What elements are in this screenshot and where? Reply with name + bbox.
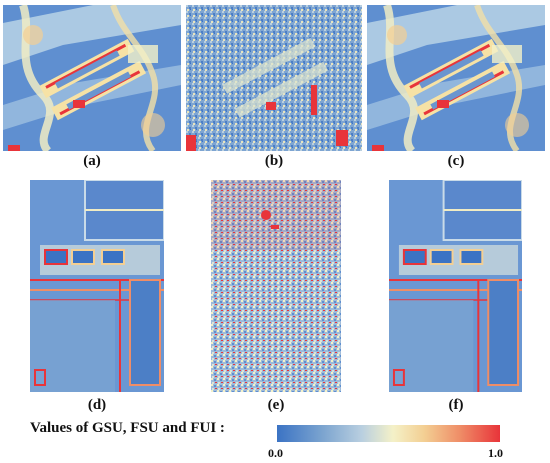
caption-a: (a) [83,153,101,169]
caption-f: (f) [448,397,464,413]
caption-e: (e) [267,397,285,413]
caption-c: (c) [447,153,465,169]
panel-b [186,5,362,151]
caption-b: (b) [264,153,284,169]
panel-d [30,180,164,392]
panel-e [211,180,341,392]
color-scale-bar [277,425,500,442]
scale-max-label: 1.0 [488,446,503,460]
panel-c [367,5,545,151]
legend-label: Values of GSU, FSU and FUI : [30,420,225,436]
caption-d: (d) [87,397,107,413]
scale-min-label: 0.0 [268,446,283,460]
panel-a [3,5,181,151]
panel-f [389,180,522,392]
